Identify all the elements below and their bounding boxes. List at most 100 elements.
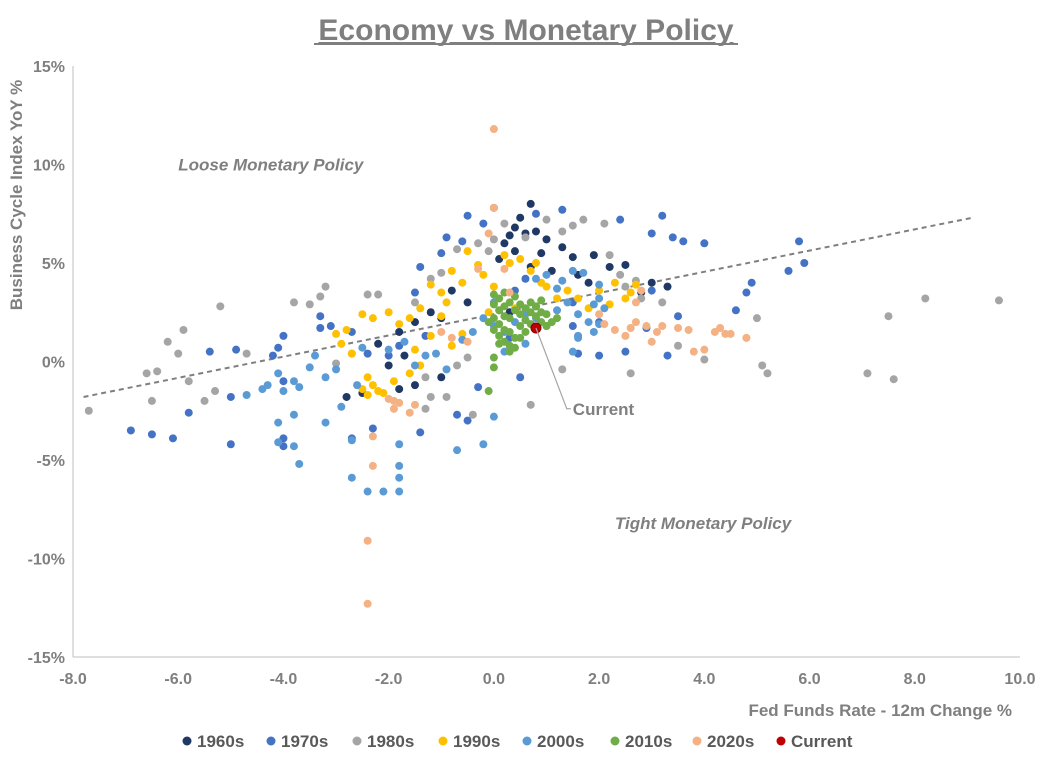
data-point [795,237,804,246]
data-point [279,377,288,386]
data-point [884,312,893,321]
data-point [395,473,404,482]
data-point [400,337,409,346]
data-point [147,396,156,405]
data-point [374,290,383,299]
data-point [595,280,604,289]
data-point [621,294,630,303]
data-point [495,331,504,340]
legend-marker [352,736,362,746]
legend-item-1970s: 1970s [266,732,328,751]
data-point [568,221,577,230]
data-point [742,333,751,342]
data-point [347,473,356,482]
data-point [558,205,567,214]
data-point [484,387,493,396]
data-point [516,310,525,319]
data-point [558,276,567,285]
data-point [447,266,456,275]
data-point [289,410,298,419]
data-point [242,390,251,399]
data-point [226,440,235,449]
data-point [142,369,151,378]
data-point [600,219,609,228]
y-tick-label: -5% [37,453,65,470]
data-point [537,296,546,305]
data-point [147,430,156,439]
data-point [526,400,535,409]
data-point [489,203,498,212]
data-point [668,233,677,242]
data-point [674,324,683,333]
data-point [332,359,341,368]
data-point [489,125,498,134]
data-point [205,347,214,356]
data-point [437,268,446,277]
data-point [553,284,562,293]
annotations: Loose Monetary Policy Tight Monetary Poli… [178,156,793,534]
data-point [495,320,504,329]
legend-item-2010s: 2010s [610,732,672,751]
data-point [595,351,604,360]
data-point [563,298,572,307]
x-tick-label: -6.0 [164,671,192,688]
legend-item-1980s: 1980s [352,732,414,751]
chart-title: Economy vs Monetary Policy [318,14,733,47]
data-point [368,314,377,323]
data-point [426,280,435,289]
data-point [347,436,356,445]
data-point [332,365,341,374]
series-1980s [84,215,1003,419]
x-tick-label: 6.0 [798,671,820,688]
data-point [626,324,635,333]
data-point [274,438,283,447]
current-callout-label: Current [573,400,635,419]
data-point [568,266,577,275]
data-point [405,408,414,417]
data-point [489,235,498,244]
data-point [447,341,456,350]
data-point [289,298,298,307]
data-point [405,369,414,378]
data-point [658,322,667,331]
data-point [453,410,462,419]
data-point [574,310,583,319]
data-point [347,349,356,358]
legend-marker [266,736,276,746]
data-point [484,308,493,317]
data-point [621,331,630,340]
data-point [153,367,162,376]
data-point [574,333,583,342]
legend-label: 2020s [707,732,754,751]
data-point [516,333,525,342]
data-point [463,337,472,346]
data-point [489,300,498,309]
legend-item-1990s: 1990s [438,732,500,751]
y-tick-label: -15% [28,650,65,667]
data-point [332,329,341,338]
data-point [542,282,551,291]
x-axis-ticks: -8.0 -6.0 -4.0 -2.0 0.0 2.0 4.0 6.0 8.0 10.0 [59,671,1035,688]
data-point [542,270,551,279]
x-tick-label: 2.0 [588,671,610,688]
data-point [647,337,656,346]
data-point [647,286,656,295]
data-point [84,406,93,415]
data-point [589,327,598,336]
data-point [863,369,872,378]
legend-item-1960s: 1960s [182,732,244,751]
x-tick-label: 8.0 [904,671,926,688]
data-point [516,213,525,222]
data-point [316,292,325,301]
data-point [489,363,498,372]
data-point [584,318,593,327]
data-point [526,298,535,307]
data-point [647,278,656,287]
data-point [579,268,588,277]
data-point [358,310,367,319]
data-point [484,229,493,238]
data-point [621,347,630,356]
data-point [211,387,220,396]
data-point [316,324,325,333]
data-point [731,306,740,315]
